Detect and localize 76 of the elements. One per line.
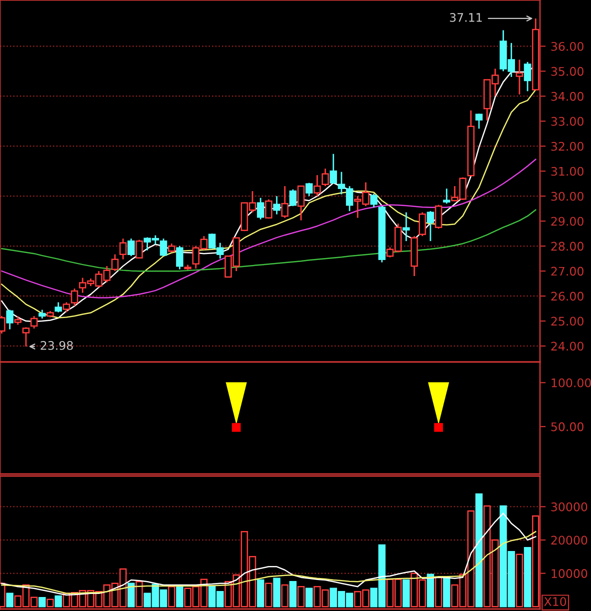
annotation: 37.11 bbox=[450, 12, 482, 22]
y-tick-label: 34.00 bbox=[551, 92, 584, 101]
bar bbox=[426, 574, 434, 608]
bar bbox=[176, 586, 184, 608]
y-tick-label: 24.00 bbox=[551, 342, 584, 351]
candlestick bbox=[289, 188, 297, 207]
candlestick bbox=[281, 185, 288, 219]
candlestick bbox=[305, 182, 313, 197]
y-tick-label: 30000 bbox=[551, 502, 588, 512]
y-tick-label: 28.00 bbox=[551, 242, 584, 251]
candlestick bbox=[119, 238, 127, 260]
candlestick bbox=[322, 168, 329, 187]
bar bbox=[516, 554, 524, 608]
y-tick-label: 50.00 bbox=[551, 422, 584, 432]
bar bbox=[256, 579, 264, 608]
y-tick-label: 27.00 bbox=[551, 266, 584, 276]
y-tick-label: 20000 bbox=[551, 536, 588, 545]
bar bbox=[305, 588, 313, 608]
candlestick bbox=[426, 210, 434, 242]
candlestick bbox=[136, 239, 143, 260]
y-tick-label: 29.00 bbox=[551, 216, 584, 226]
y-tick-label: 32.00 bbox=[551, 142, 584, 151]
y-tick-label: 30.00 bbox=[551, 192, 584, 201]
candlestick bbox=[176, 245, 184, 270]
line-series bbox=[1, 531, 536, 594]
bar bbox=[281, 584, 288, 608]
bar bbox=[46, 598, 54, 608]
y-tick-label: 33.00 bbox=[551, 116, 584, 126]
candlestick bbox=[265, 198, 272, 220]
candlestick bbox=[330, 153, 338, 184]
bar bbox=[273, 578, 280, 608]
bar bbox=[289, 581, 297, 608]
candlestick bbox=[128, 238, 135, 257]
y-tick-label: 36.00 bbox=[551, 42, 584, 51]
y-tick-label: 10000 bbox=[552, 569, 588, 578]
candlestick bbox=[62, 302, 70, 313]
bar bbox=[475, 493, 483, 608]
candlestick bbox=[30, 315, 38, 330]
annotation: 23.98 bbox=[40, 341, 73, 350]
candlestick bbox=[273, 195, 280, 216]
y-tick-label: 25.00 bbox=[551, 316, 584, 326]
candlestick bbox=[54, 302, 62, 313]
candlestick bbox=[6, 309, 14, 330]
candlestick bbox=[475, 112, 483, 130]
y-tick-label: 35.00 bbox=[551, 66, 584, 76]
bar bbox=[128, 582, 135, 608]
bar bbox=[265, 582, 272, 608]
bar bbox=[434, 576, 442, 608]
y-tick-label: 26.00 bbox=[551, 292, 584, 301]
candlestick bbox=[402, 212, 410, 242]
candlestick bbox=[434, 204, 442, 230]
text: X10 bbox=[544, 597, 566, 606]
candlestick bbox=[314, 174, 321, 197]
candlestick bbox=[524, 61, 532, 92]
candlestick bbox=[418, 212, 426, 237]
candlestick bbox=[443, 188, 450, 204]
y-tick-label: 100.00 bbox=[552, 378, 591, 388]
candlestick bbox=[70, 288, 78, 307]
bar bbox=[532, 515, 540, 608]
line-series bbox=[1, 512, 536, 596]
bar bbox=[443, 576, 450, 608]
bar bbox=[136, 581, 143, 608]
bar bbox=[402, 579, 410, 608]
bar bbox=[6, 592, 14, 608]
bar bbox=[54, 595, 62, 608]
candlestick bbox=[160, 238, 168, 257]
bar bbox=[38, 597, 46, 608]
candlestick bbox=[516, 59, 524, 96]
candlestick bbox=[256, 197, 264, 220]
candlestick bbox=[22, 326, 30, 348]
y-tick-label: 31.00 bbox=[551, 166, 584, 176]
bar bbox=[297, 586, 305, 608]
bar bbox=[524, 547, 532, 608]
candlestick bbox=[370, 192, 378, 208]
candlestick bbox=[297, 185, 305, 222]
bar bbox=[168, 586, 176, 608]
